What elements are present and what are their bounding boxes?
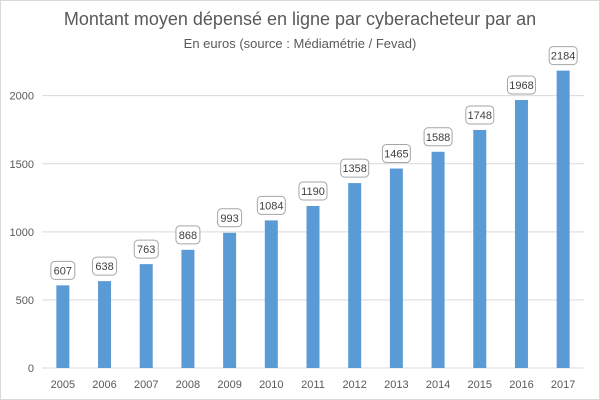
data-label-value: 1084	[259, 200, 283, 212]
x-tick-label: 2006	[92, 379, 116, 391]
data-label-box	[175, 225, 201, 245]
data-label-2013: 1465	[381, 144, 411, 164]
data-label-box	[256, 195, 286, 215]
bar-2008	[181, 249, 195, 368]
x-tick-label: 2005	[51, 379, 75, 391]
x-tick-label: 2012	[342, 379, 366, 391]
data-label-value: 638	[95, 261, 113, 273]
x-tick-label: 2015	[468, 379, 492, 391]
bar-2011	[306, 205, 320, 368]
bar-2016	[514, 100, 528, 369]
data-label-value: 1358	[342, 163, 366, 175]
bar-2010	[264, 220, 278, 368]
x-tick-label: 2008	[176, 379, 200, 391]
y-tick-label: 1500	[10, 159, 34, 171]
bar-2015	[473, 129, 487, 368]
data-label-box	[506, 75, 536, 95]
bar-2014	[431, 151, 445, 368]
data-label-value: 1968	[509, 80, 533, 92]
y-tick-label: 2000	[10, 91, 34, 103]
chart-title: Montant moyen dépensé en ligne par cyber…	[63, 9, 537, 29]
y-axis: 0 500 1000 1500 2000	[10, 91, 34, 375]
data-label-value: 763	[137, 244, 155, 256]
data-label-2008: 868	[175, 225, 201, 245]
bar-2006	[98, 281, 112, 368]
bar-2013	[389, 168, 403, 368]
x-tick-label: 2016	[509, 379, 533, 391]
data-label-2016: 1968	[506, 75, 536, 95]
data-label-value: 607	[54, 265, 72, 277]
x-axis: 2005 2006 2007 2008 2009 2010 2011 2012 2013 2014…	[51, 379, 576, 391]
y-tick-label: 500	[16, 295, 34, 307]
x-tick-label: 2017	[551, 379, 575, 391]
bars	[56, 70, 570, 369]
data-label-box	[340, 158, 370, 178]
x-tick-label: 2009	[217, 379, 241, 391]
y-tick-label: 0	[28, 363, 34, 375]
data-label-value: 1190	[301, 186, 325, 198]
data-label-box	[133, 239, 159, 259]
data-label-box	[298, 181, 328, 201]
data-label-2010: 1084	[256, 195, 286, 215]
data-label-2006: 638	[92, 256, 118, 276]
data-label-2009: 993	[217, 208, 243, 228]
bar-2017	[556, 70, 570, 368]
data-label-2011: 1190	[298, 181, 328, 201]
data-label-box	[381, 144, 411, 164]
data-label-box	[423, 127, 453, 147]
data-label-box	[465, 105, 495, 125]
y-tick-label: 1000	[10, 227, 34, 239]
data-labels: 607 638 763 868 993 1084 1190 1358 1465 1588 1748 1…	[50, 46, 578, 280]
data-label-box	[50, 260, 76, 280]
data-label-value: 1465	[384, 149, 408, 161]
data-label-2005: 607	[50, 260, 76, 280]
bar-2009	[223, 232, 237, 368]
data-label-2014: 1588	[423, 127, 453, 147]
x-tick-label: 2010	[259, 379, 283, 391]
data-label-box	[217, 208, 243, 228]
data-label-value: 1588	[426, 132, 450, 144]
data-label-value: 2184	[551, 51, 575, 63]
bar-2012	[348, 183, 362, 368]
data-label-value: 1748	[468, 110, 492, 122]
x-tick-label: 2011	[301, 379, 325, 391]
data-label-2015: 1748	[465, 105, 495, 125]
bar-2005	[56, 285, 70, 368]
data-label-box	[92, 256, 118, 276]
x-tick-label: 2007	[134, 379, 158, 391]
data-label-2007: 763	[133, 239, 159, 259]
data-label-value: 868	[179, 230, 197, 242]
x-tick-label: 2014	[426, 379, 450, 391]
bar-2007	[139, 264, 153, 368]
data-label-value: 993	[220, 213, 238, 225]
data-label-2012: 1358	[340, 158, 370, 178]
data-label-2017: 2184	[548, 46, 578, 66]
data-label-box	[548, 46, 578, 66]
x-tick-label: 2013	[384, 379, 408, 391]
chart-subtitle: En euros (source : Médiamétrie / Fevad)	[183, 36, 417, 51]
